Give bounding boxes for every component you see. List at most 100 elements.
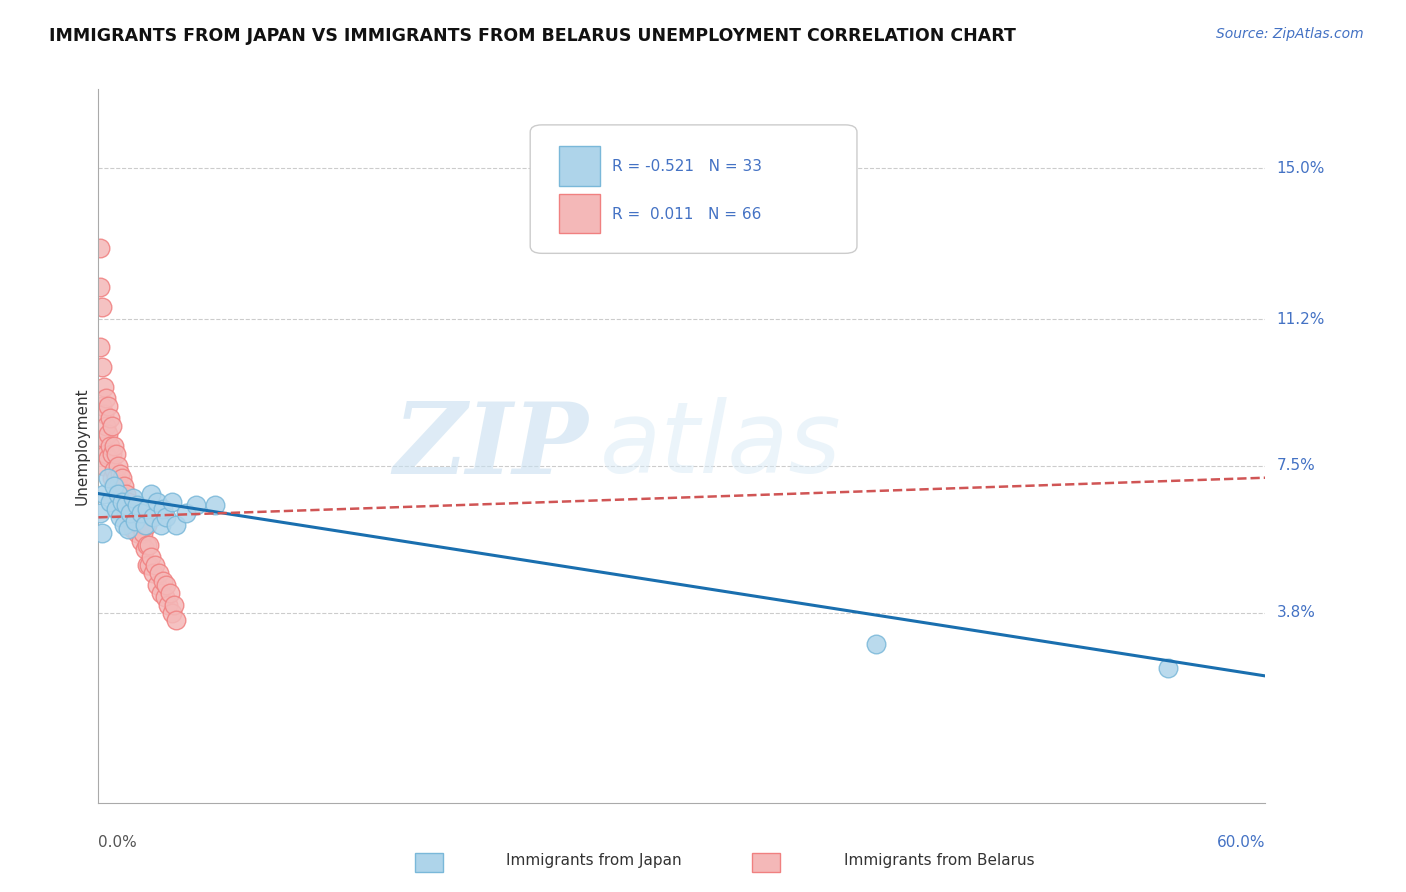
Point: [132, 526, 155, 541]
Point: [136, 538, 159, 552]
Point: [146, 578, 169, 592]
Text: R =  0.011   N = 66: R = 0.011 N = 66: [612, 207, 761, 221]
Point: [89, 241, 111, 255]
Point: [139, 549, 162, 564]
Point: [148, 566, 170, 580]
Point: [111, 491, 134, 505]
Point: [134, 542, 156, 557]
Point: [97, 427, 120, 442]
Point: [152, 574, 174, 588]
Y-axis label: Unemployment: Unemployment: [75, 387, 90, 505]
Point: [129, 534, 152, 549]
Point: [162, 494, 184, 508]
Point: [117, 522, 139, 536]
Point: [112, 518, 135, 533]
Point: [155, 510, 177, 524]
Point: [204, 499, 226, 513]
Point: [98, 411, 121, 425]
Text: atlas: atlas: [600, 398, 842, 494]
Point: [128, 518, 150, 533]
Point: [149, 518, 172, 533]
Point: [157, 598, 180, 612]
Point: [122, 522, 145, 536]
Point: [127, 499, 149, 513]
Point: [136, 502, 159, 516]
Point: [104, 471, 127, 485]
Point: [153, 590, 176, 604]
Point: [108, 467, 131, 481]
Point: [98, 494, 121, 508]
Point: [98, 439, 121, 453]
Point: [93, 379, 115, 393]
Text: 0.0%: 0.0%: [98, 835, 138, 849]
Point: [91, 300, 114, 314]
Point: [96, 392, 118, 406]
Point: [103, 439, 125, 453]
Point: [101, 447, 124, 461]
Point: [97, 450, 120, 465]
Point: [118, 507, 141, 521]
Point: [89, 507, 111, 521]
Point: [152, 502, 174, 516]
Point: [89, 340, 111, 354]
Point: [865, 637, 887, 651]
Point: [91, 439, 114, 453]
Point: [97, 400, 120, 414]
Point: [91, 526, 114, 541]
FancyBboxPatch shape: [560, 146, 600, 186]
Point: [138, 558, 160, 572]
Point: [93, 407, 115, 421]
Point: [101, 419, 124, 434]
FancyBboxPatch shape: [560, 194, 600, 234]
Point: [101, 471, 124, 485]
Text: Immigrants from Belarus: Immigrants from Belarus: [844, 854, 1035, 868]
Text: R = -0.521   N = 33: R = -0.521 N = 33: [612, 159, 762, 174]
Point: [93, 486, 115, 500]
Point: [124, 510, 146, 524]
Text: 3.8%: 3.8%: [1277, 605, 1316, 620]
Point: [108, 486, 131, 500]
Point: [111, 494, 134, 508]
Text: ZIP: ZIP: [394, 398, 589, 494]
Point: [96, 447, 118, 461]
Point: [163, 598, 186, 612]
Point: [114, 486, 136, 500]
Point: [146, 494, 169, 508]
Point: [97, 471, 120, 485]
Point: [112, 478, 135, 492]
Point: [149, 585, 172, 599]
Text: 7.5%: 7.5%: [1277, 458, 1315, 474]
FancyBboxPatch shape: [530, 125, 858, 253]
Point: [124, 514, 146, 528]
Point: [107, 458, 129, 473]
Point: [111, 471, 134, 485]
Point: [162, 606, 184, 620]
Point: [103, 478, 125, 492]
Point: [108, 510, 131, 524]
Point: [159, 585, 181, 599]
Point: [139, 486, 162, 500]
Point: [1157, 661, 1180, 675]
Point: [134, 518, 156, 533]
Point: [142, 510, 165, 524]
Point: [107, 486, 129, 500]
Text: 60.0%: 60.0%: [1218, 835, 1265, 849]
Point: [142, 566, 165, 580]
Point: [122, 491, 145, 505]
Point: [103, 463, 125, 477]
Point: [91, 359, 114, 374]
Point: [143, 558, 166, 572]
Point: [118, 507, 141, 521]
Point: [112, 499, 135, 513]
Point: [93, 431, 115, 445]
Text: Source: ZipAtlas.com: Source: ZipAtlas.com: [1216, 27, 1364, 41]
Point: [122, 502, 145, 516]
Text: Immigrants from Japan: Immigrants from Japan: [506, 854, 682, 868]
Point: [107, 478, 129, 492]
Point: [121, 514, 143, 528]
Point: [96, 419, 118, 434]
Point: [127, 526, 149, 541]
Point: [114, 507, 136, 521]
Text: 15.0%: 15.0%: [1277, 161, 1324, 176]
Point: [165, 614, 187, 628]
